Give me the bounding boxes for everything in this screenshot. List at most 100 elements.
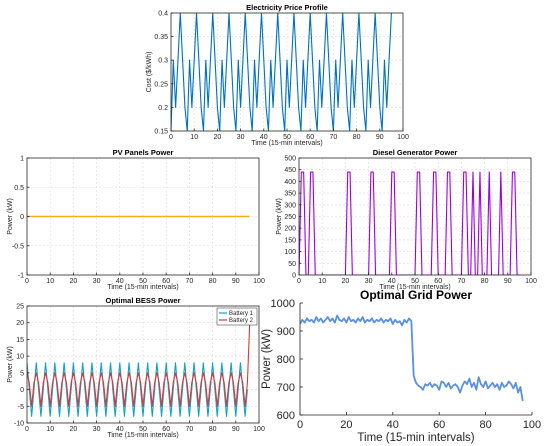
x-tick-label: 80 (353, 134, 361, 141)
y-tick-label: -0.5 (12, 243, 24, 250)
y-tick-label: 25 (16, 304, 24, 311)
chart-price: 0 10 20 30 40 50 60 70 80 90 100 0.15 0.2 0.25 0.3 0.35… (146, 3, 409, 147)
y-tick-label: 0.5 (14, 185, 24, 192)
chart-diesel: 0 10 20 30 40 50 60 70 80 90 100 0 50 100 150 200 250 300… (276, 148, 537, 291)
x-tick-label: 60 (162, 278, 170, 285)
series-line-0 (299, 171, 522, 275)
y-tick-label: -1 (18, 273, 24, 280)
y-tick-label: 0.3 (158, 58, 168, 65)
x-tick-label: 40 (388, 278, 396, 285)
x-tick-label: 50 (139, 426, 147, 433)
x-tick-label: 10 (190, 134, 198, 141)
x-tick-label: 40 (116, 426, 124, 433)
x-tick-label: 80 (209, 426, 217, 433)
legend-entry: Battery 1 (229, 311, 254, 317)
y-axis-label: Power (kW) (7, 346, 14, 383)
chart-bess: 0 10 20 30 40 50 60 70 80 90 100 -10 -5 0 5 10 15 20 25 Opt… (7, 296, 265, 439)
x-tick-label: 40 (387, 419, 399, 431)
y-tick-label: 50 (288, 261, 296, 268)
y-tick-label: 900 (277, 326, 295, 338)
y-tick-label: 600 (277, 410, 295, 422)
y-tick-label: 0 (20, 387, 24, 394)
chart-title: PV Panels Power (113, 148, 174, 157)
x-tick-label: 80 (479, 419, 491, 431)
chart-title: Electricity Price Profile (246, 3, 328, 12)
x-tick-label: 0 (297, 419, 303, 431)
y-tick-label: 0.2 (158, 105, 168, 112)
x-tick-label: 60 (434, 278, 442, 285)
x-axis-label: Time (15-min intervals) (107, 284, 178, 291)
x-tick-label: 70 (186, 278, 194, 285)
x-tick-label: 100 (253, 278, 265, 285)
x-axis-label: Time (15-min intervals) (357, 432, 474, 444)
x-tick-label: 30 (365, 278, 373, 285)
x-tick-label: 0 (169, 134, 173, 141)
y-axis-label: Power (kW) (7, 198, 14, 235)
y-tick-label: 300 (284, 202, 296, 209)
x-tick-label: 20 (214, 134, 222, 141)
y-tick-label: 1000 (271, 298, 295, 310)
x-tick-label: 20 (70, 426, 78, 433)
x-tick-label: 70 (458, 278, 466, 285)
x-tick-label: 20 (70, 278, 78, 285)
y-axis-label: Cost ($/kWh) (146, 52, 153, 93)
y-axis-label: Power (kW) (261, 329, 273, 389)
y-tick-label: 0.4 (158, 11, 168, 18)
x-tick-label: 0 (25, 426, 29, 433)
y-tick-label: 0.15 (154, 129, 168, 136)
chart-title: Optimal BESS Power (105, 296, 180, 305)
y-tick-label: 500 (284, 156, 296, 163)
x-tick-label: 100 (253, 426, 265, 433)
x-axis-label: Time (15-min intervals) (379, 284, 450, 291)
x-tick-label: 20 (340, 419, 352, 431)
series-line-0 (171, 13, 392, 131)
legend-entry: Battery 2 (229, 318, 254, 324)
y-tick-label: 400 (284, 179, 296, 186)
x-tick-label: 0 (25, 278, 29, 285)
y-axis-label: Power (kW) (276, 198, 283, 235)
x-tick-label: 50 (139, 278, 147, 285)
y-tick-label: 250 (284, 214, 296, 221)
y-tick-label: 5 (20, 370, 24, 377)
x-axis-label: Time (15-min intervals) (251, 140, 322, 147)
y-tick-label: 100 (284, 249, 296, 256)
series-line-battery-2 (27, 322, 251, 407)
x-tick-label: 90 (504, 278, 512, 285)
y-tick-label: 0.25 (154, 81, 168, 88)
y-tick-label: 800 (277, 354, 295, 366)
y-tick-label: 1 (20, 156, 24, 163)
y-tick-label: 0 (292, 273, 296, 280)
x-tick-label: 80 (209, 278, 217, 285)
x-tick-label: 40 (260, 134, 268, 141)
y-tick-label: 20 (16, 320, 24, 327)
x-tick-label: 60 (433, 419, 445, 431)
x-axis-label: Time (15-min intervals) (107, 432, 178, 439)
chart-pv: 0 10 20 30 40 50 60 70 80 90 100 -1 -0.5 0 0.5 1 PV Pane… (7, 148, 265, 291)
x-tick-label: 90 (232, 278, 240, 285)
chart-title: Diesel Generator Power (373, 148, 458, 157)
x-tick-label: 10 (46, 278, 54, 285)
x-tick-label: 10 (46, 426, 54, 433)
y-tick-label: -10 (14, 421, 24, 428)
x-tick-label: 100 (525, 278, 537, 285)
x-tick-label: 70 (186, 426, 194, 433)
x-tick-label: 30 (93, 278, 101, 285)
y-tick-label: 0.35 (154, 34, 168, 41)
y-tick-label: -5 (18, 404, 24, 411)
x-tick-label: 60 (306, 134, 314, 141)
x-tick-label: 10 (318, 278, 326, 285)
x-tick-label: 50 (411, 278, 419, 285)
x-tick-label: 40 (116, 278, 124, 285)
y-tick-label: 200 (284, 226, 296, 233)
y-tick-label: 0 (20, 214, 24, 221)
x-tick-label: 90 (232, 426, 240, 433)
x-tick-label: 30 (93, 426, 101, 433)
y-tick-label: 700 (277, 382, 295, 394)
x-tick-label: 0 (297, 278, 301, 285)
series-line-0 (300, 314, 524, 402)
legend-box (216, 307, 258, 326)
chart-grid: 0 20 40 60 80 100 600 700 800 900 1000 Optimal Grid… (261, 288, 541, 444)
chart-title: Optimal Grid Power (360, 288, 472, 302)
